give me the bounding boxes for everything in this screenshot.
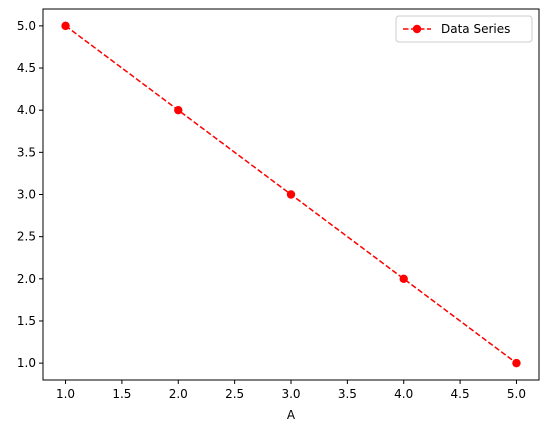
x-tick-label: 2.5	[225, 387, 244, 401]
plot-frame	[42, 8, 540, 381]
legend-label: Data Series	[441, 22, 510, 36]
x-axis-label: A	[287, 408, 296, 422]
y-tick-label: 2.5	[17, 230, 36, 244]
data-point	[286, 190, 296, 199]
data-point	[399, 274, 408, 284]
y-tick-label: 4.5	[17, 61, 36, 75]
legend-marker-swatch	[412, 24, 422, 34]
x-tick-label: 2.0	[169, 387, 188, 401]
y-tick-label: 4.0	[17, 103, 36, 117]
x-axis-ticks: 1.0 1.5 2.0 2.5 3.0 3.5 4.0 4.5 5.0	[56, 380, 526, 401]
x-tick-label: 4.0	[394, 387, 413, 401]
y-tick-label: 3.0	[17, 188, 36, 202]
y-tick-label: 5.0	[17, 19, 36, 33]
plot-content	[61, 21, 521, 368]
data-point	[512, 358, 521, 368]
x-tick-label: 5.0	[507, 387, 526, 401]
x-tick-label: 3.0	[281, 387, 300, 401]
y-tick-label: 3.5	[17, 145, 36, 159]
legend: Data Series	[395, 15, 533, 43]
y-tick-label: 1.0	[17, 356, 36, 370]
data-point	[174, 105, 183, 115]
y-tick-label: 1.5	[17, 314, 36, 328]
y-tick-label: 2.0	[17, 272, 36, 286]
x-tick-label: 4.5	[451, 387, 470, 401]
legend-box	[395, 15, 533, 43]
x-tick-label: 1.0	[56, 387, 75, 401]
x-tick-label: 1.5	[112, 387, 131, 401]
x-tick-label: 3.5	[338, 387, 357, 401]
data-point	[61, 21, 70, 31]
y-axis-ticks: 1.0 1.5 2.0 2.5 3.0 3.5 4.0 4.5 5.0	[17, 19, 43, 370]
